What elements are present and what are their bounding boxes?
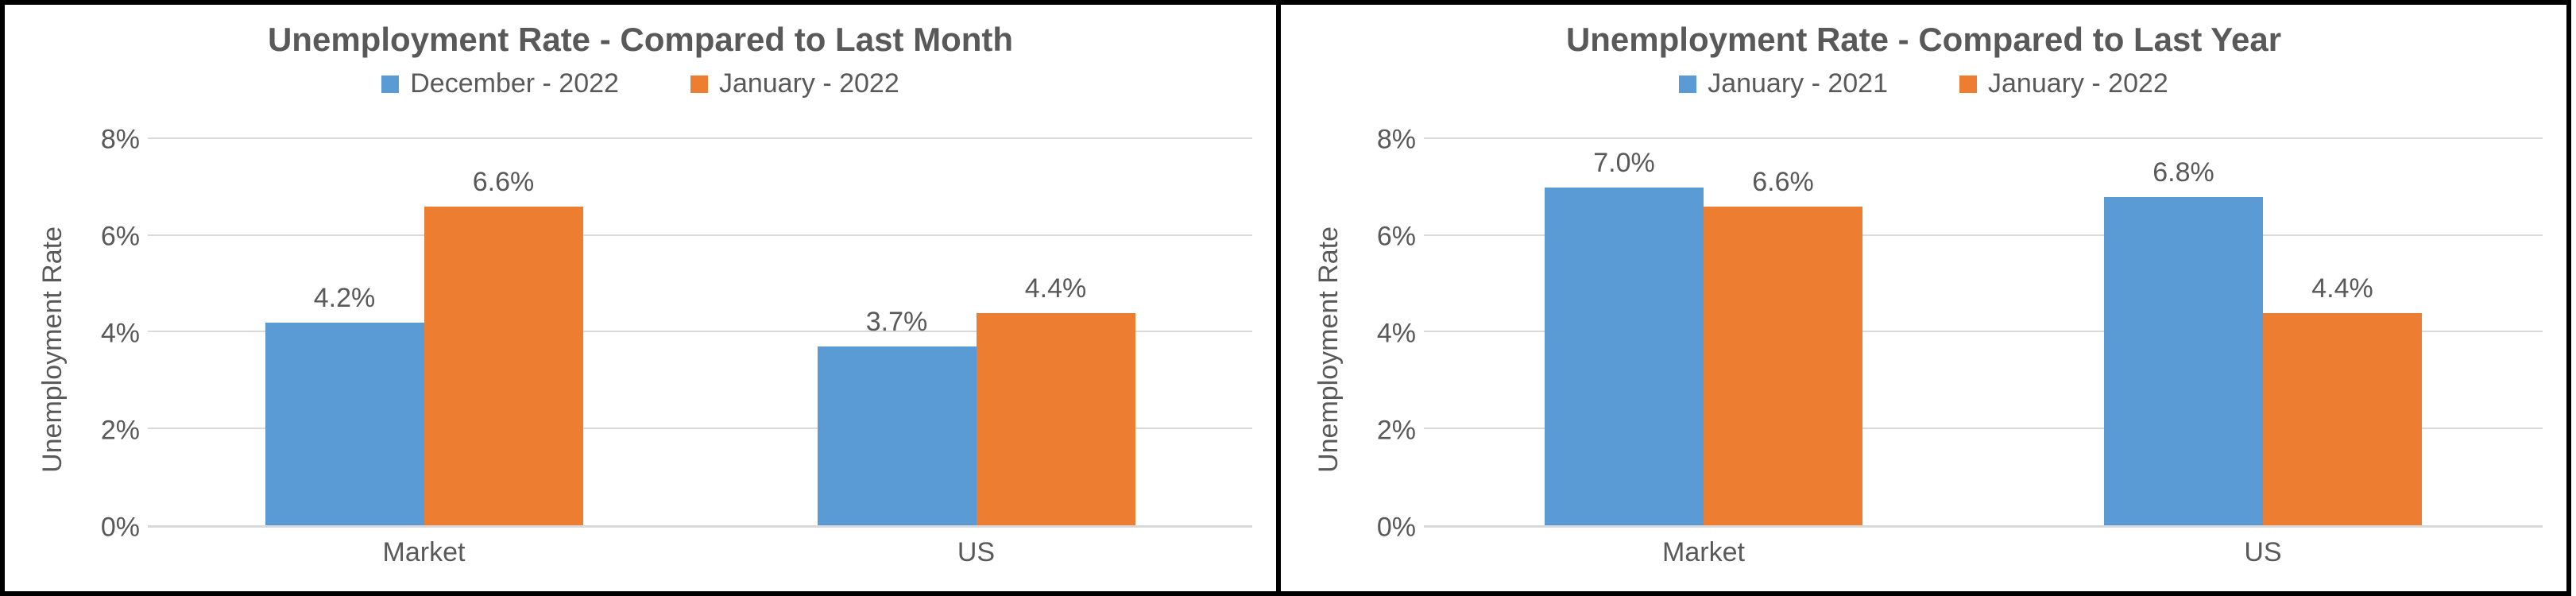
bar: 4.4% xyxy=(2263,313,2422,525)
chart-body: Unemployment Rate 0%2%4%6%8% 4.2%6.6%3.7… xyxy=(29,115,1252,583)
bar-group: 3.7%4.4% xyxy=(700,115,1252,525)
ytick-label: 0% xyxy=(1377,513,1416,544)
legend-swatch-icon xyxy=(1679,75,1696,93)
bar-value-label: 6.6% xyxy=(473,167,535,198)
bar: 6.6% xyxy=(424,207,583,525)
legend-swatch-icon xyxy=(1959,75,1977,93)
ytick-label: 8% xyxy=(101,124,140,155)
bar-value-label: 4.4% xyxy=(2311,273,2373,304)
legend-swatch-icon xyxy=(381,75,399,93)
bar-group: 7.0%6.6% xyxy=(1424,115,1983,525)
chart-area: 7.0%6.6%6.8%4.4% xyxy=(1424,115,2543,528)
legend-label: January - 2021 xyxy=(1708,68,1888,99)
yaxis-ticks: 0%2%4%6%8% xyxy=(1352,115,1424,528)
legend-item: January - 2022 xyxy=(1959,68,2168,99)
xaxis: MarketUS xyxy=(1352,528,2543,583)
chart-legend: January - 2021 January - 2022 xyxy=(1305,68,2543,99)
bar-value-label: 7.0% xyxy=(1593,148,1655,179)
plot-area: 0%2%4%6%8% 7.0%6.6%6.8%4.4% xyxy=(1352,115,2543,528)
ytick-label: 2% xyxy=(1377,415,1416,446)
chart-body: Unemployment Rate 0%2%4%6%8% 7.0%6.6%6.8… xyxy=(1305,115,2543,583)
yaxis-label: Unemployment Rate xyxy=(1313,226,1344,473)
charts-container: Unemployment Rate - Compared to Last Mon… xyxy=(0,0,2576,596)
ytick-label: 0% xyxy=(101,513,140,544)
bars: 7.0%6.6%6.8%4.4% xyxy=(1424,115,2543,525)
yaxis-label: Unemployment Rate xyxy=(37,226,68,473)
bar-group: 4.2%6.6% xyxy=(148,115,700,525)
ytick-label: 8% xyxy=(1377,124,1416,155)
panel-month: Unemployment Rate - Compared to Last Mon… xyxy=(0,0,1281,596)
xaxis-label: US xyxy=(1983,528,2543,583)
yaxis-label-wrap: Unemployment Rate xyxy=(29,115,76,583)
bar: 7.0% xyxy=(1545,188,1704,525)
legend-label: January - 2022 xyxy=(1988,68,2168,99)
bars: 4.2%6.6%3.7%4.4% xyxy=(148,115,1252,525)
panel-year: Unemployment Rate - Compared to Last Yea… xyxy=(1276,0,2571,596)
bar-value-label: 4.4% xyxy=(1025,273,1087,304)
xaxis-label: US xyxy=(700,528,1252,583)
xaxis-label: Market xyxy=(148,528,700,583)
legend-item: January - 2022 xyxy=(690,68,899,99)
bar: 3.7% xyxy=(818,346,977,525)
bar: 6.6% xyxy=(1704,207,1862,525)
legend-label: December - 2022 xyxy=(410,68,619,99)
bar: 6.8% xyxy=(2104,197,2263,525)
ytick-label: 6% xyxy=(101,221,140,252)
ytick-label: 4% xyxy=(101,318,140,349)
xaxis: MarketUS xyxy=(76,528,1252,583)
bar-value-label: 6.8% xyxy=(2152,157,2214,188)
legend-label: January - 2022 xyxy=(719,68,899,99)
plot-column: 0%2%4%6%8% 7.0%6.6%6.8%4.4% MarketUS xyxy=(1352,115,2543,583)
chart-title: Unemployment Rate - Compared to Last Yea… xyxy=(1305,21,2543,59)
yaxis-label-wrap: Unemployment Rate xyxy=(1305,115,1352,583)
bar-group: 6.8%4.4% xyxy=(1983,115,2543,525)
xaxis-label: Market xyxy=(1424,528,1983,583)
ytick-label: 4% xyxy=(1377,318,1416,349)
plot-column: 0%2%4%6%8% 4.2%6.6%3.7%4.4% MarketUS xyxy=(76,115,1252,583)
legend-item: December - 2022 xyxy=(381,68,619,99)
bar-value-label: 3.7% xyxy=(866,307,928,338)
legend-item: January - 2021 xyxy=(1679,68,1888,99)
chart-title: Unemployment Rate - Compared to Last Mon… xyxy=(29,21,1252,59)
bar: 4.2% xyxy=(265,323,424,525)
bar-value-label: 4.2% xyxy=(314,283,376,314)
ytick-label: 2% xyxy=(101,415,140,446)
ytick-label: 6% xyxy=(1377,221,1416,252)
plot-area: 0%2%4%6%8% 4.2%6.6%3.7%4.4% xyxy=(76,115,1252,528)
yaxis-ticks: 0%2%4%6%8% xyxy=(76,115,148,528)
bar: 4.4% xyxy=(977,313,1135,525)
chart-legend: December - 2022 January - 2022 xyxy=(29,68,1252,99)
chart-area: 4.2%6.6%3.7%4.4% xyxy=(148,115,1252,528)
bar-value-label: 6.6% xyxy=(1752,167,1814,198)
legend-swatch-icon xyxy=(690,75,708,93)
